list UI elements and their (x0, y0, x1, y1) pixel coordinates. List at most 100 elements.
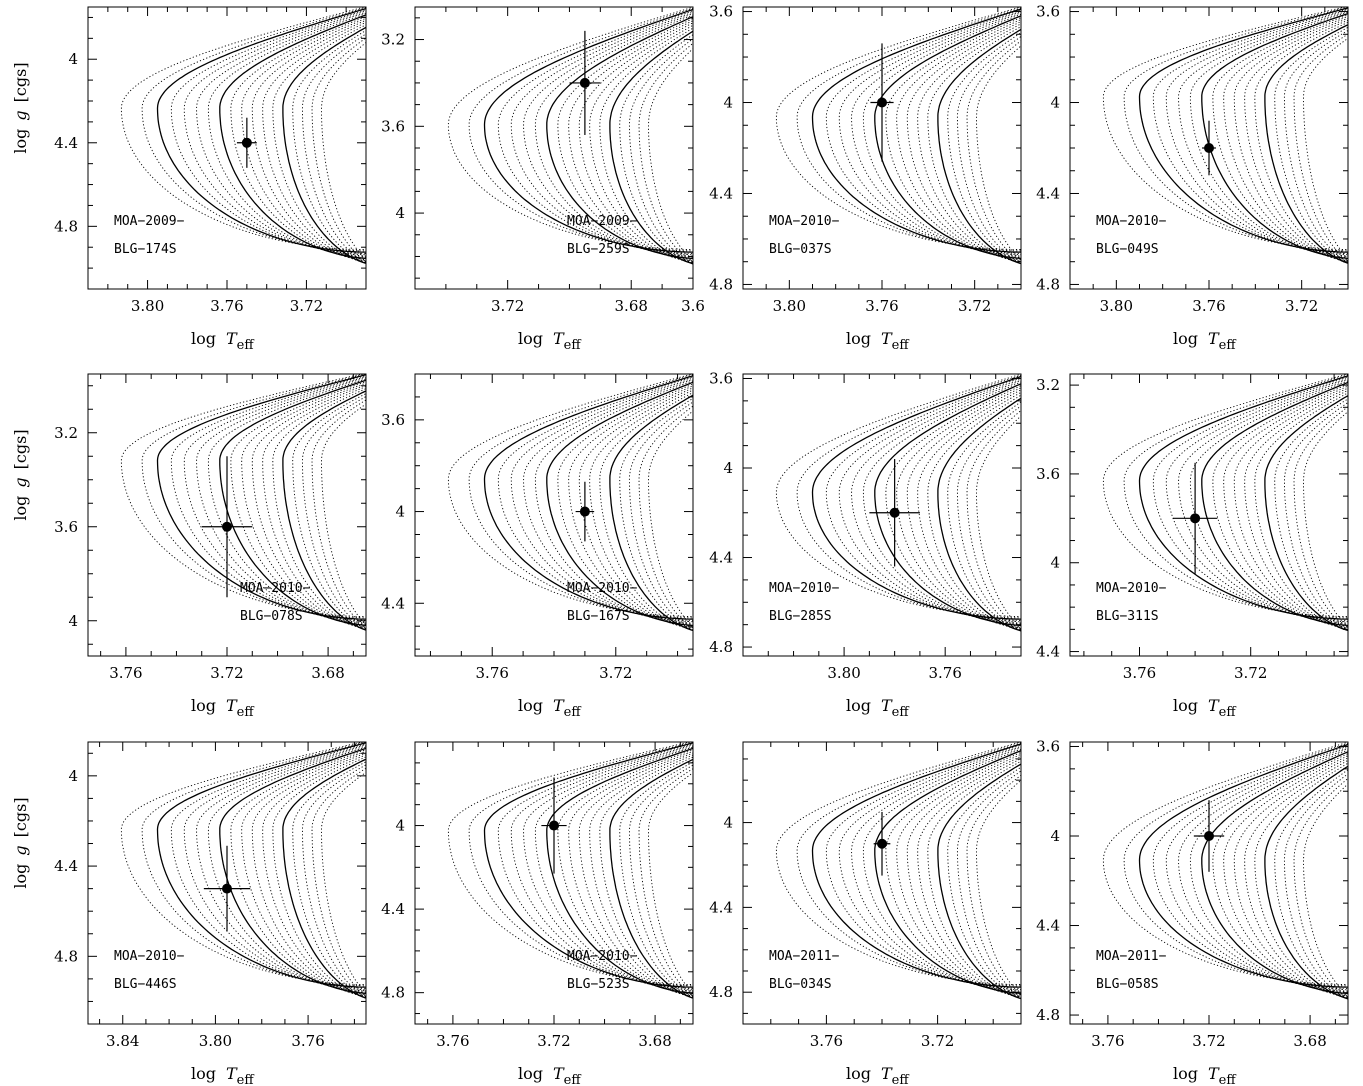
event-label-line2: BLG−167S (567, 609, 630, 624)
data-marker (889, 507, 900, 518)
data-marker (579, 506, 590, 517)
y-tick-label: 3.2 (381, 31, 405, 49)
x-tick-label: 3.84 (106, 1032, 139, 1050)
x-tick-label: 3.72 (1192, 1032, 1225, 1050)
isochrone-curves (447, 7, 693, 265)
data-point (236, 117, 257, 168)
y-tick-label: 4 (395, 503, 405, 521)
y-tick-label: 3.6 (381, 411, 405, 429)
event-label-line1: MOA−2010− (240, 581, 311, 596)
event-label-line1: MOA−2010− (769, 581, 840, 596)
data-marker (222, 883, 232, 894)
x-tick-label: 3.72 (958, 297, 991, 315)
x-axis-label: log Teff (518, 329, 582, 353)
x-tick-label: 3.76 (476, 664, 509, 682)
panel-2: 3.72 3.68 3.6 3.2 3.6 4 MOA−2009− BLG−259S log Te… (381, 6, 705, 353)
event-label-line1: MOA−2011− (769, 949, 840, 964)
isochrone-curves (1102, 7, 1348, 264)
x-tick-label: 3.72 (537, 1032, 570, 1050)
isochrone-curves (775, 7, 1021, 265)
x-tick-label: 3.72 (1285, 297, 1318, 315)
event-label-line1: MOA−2010− (114, 949, 185, 964)
data-point (1202, 120, 1216, 176)
y-tick-label: 4.4 (1036, 643, 1060, 661)
data-marker (877, 838, 887, 849)
y-tick-label: 4.8 (709, 638, 733, 656)
x-tick-label: 3.72 (599, 664, 632, 682)
y-tick-label: 3.2 (54, 424, 78, 442)
isochrone-curves (120, 374, 366, 631)
x-tick-label: 3.68 (1293, 1032, 1326, 1050)
x-tick-label: 3.76 (1123, 664, 1156, 682)
y-tick-label: 3.6 (1036, 465, 1060, 483)
y-axis-label: logg[cgs] (11, 429, 30, 520)
y-tick-label: 4.4 (54, 857, 78, 875)
plot-frame (742, 373, 1022, 657)
x-axis-label: log Teff (1173, 696, 1237, 720)
y-tick-label: 4.8 (381, 984, 405, 1002)
isochrone-curves (120, 742, 366, 999)
y-tick-label: 4 (1050, 94, 1060, 112)
event-label-line1: MOA−2010− (567, 581, 638, 596)
x-tick-label: 3.72 (921, 1032, 954, 1050)
event-label-line2: BLG−446S (114, 977, 177, 992)
data-marker (1190, 513, 1201, 524)
y-tick-label: 4 (1050, 554, 1060, 572)
panel-8: 3.76 3.72 3.2 3.6 4 4.4 MOA−2010− BLG−311S log Te… (1036, 373, 1349, 720)
isochrone-curves (1102, 742, 1348, 1000)
event-label-line2: BLG−174S (114, 242, 177, 257)
panel-4: 3.80 3.76 3.72 3.6 4 4.4 4.8 MOA−2010− BLG−049S l… (1036, 3, 1349, 353)
y-tick-label: 3.6 (1036, 3, 1060, 21)
event-label-line1: MOA−2010− (1096, 581, 1167, 596)
event-label-line1: MOA−2010− (769, 214, 840, 229)
event-label-line1: MOA−2010− (1096, 214, 1167, 229)
y-tick-label: 3.6 (709, 369, 733, 387)
y-tick-label: 4.4 (1036, 917, 1060, 935)
y-tick-label: 4.8 (54, 947, 78, 965)
x-axis-label: log Teff (846, 1064, 910, 1086)
data-marker (241, 137, 252, 148)
y-tick-label: 4.4 (709, 898, 733, 916)
y-axis-label: logg[cgs] (11, 62, 30, 153)
y-tick-label: 3.6 (1036, 737, 1060, 755)
y-tick-label: 4 (723, 94, 733, 112)
x-axis-label: log Teff (191, 696, 255, 720)
event-label-line2: BLG−259S (567, 242, 630, 257)
event-label-line1: MOA−2011− (1096, 949, 1167, 964)
panel-7: 3.80 3.76 3.6 4 4.4 4.8 MOA−2010− BLG−285S log Te… (709, 369, 1022, 720)
event-label-line2: BLG−311S (1096, 609, 1159, 624)
y-tick-label: 4.8 (54, 217, 78, 235)
event-label-line2: BLG−034S (769, 977, 832, 992)
plot-frame (414, 6, 694, 290)
y-tick-label: 4 (723, 814, 733, 832)
x-tick-label: 3.76 (928, 664, 961, 682)
data-point (1172, 462, 1218, 574)
data-point (870, 43, 894, 162)
event-label-line2: BLG−523S (567, 977, 630, 992)
isochrone-curves (1102, 374, 1348, 632)
x-tick-label: 3.76 (109, 664, 142, 682)
x-axis-label: log Teff (1173, 329, 1237, 353)
y-tick-label: 4.8 (1036, 275, 1060, 293)
y-tick-label: 3.6 (54, 518, 78, 536)
data-point (569, 30, 601, 135)
y-axis-label: logg[cgs] (11, 797, 30, 888)
isochrone-curves (447, 742, 693, 999)
x-axis-label: log Teff (846, 329, 910, 353)
x-tick-label: 3.76 (865, 297, 898, 315)
x-tick-label: 3.80 (199, 1032, 232, 1050)
panel-11: 3.76 3.72 4 4.4 4.8 MOA−2011− BLG−034S log Teff (709, 741, 1022, 1086)
data-marker (222, 521, 232, 532)
x-tick-label: 3.68 (638, 1032, 671, 1050)
event-label-line1: MOA−2009− (567, 214, 638, 229)
x-tick-label: 3.72 (210, 664, 243, 682)
y-tick-label: 3.2 (1036, 376, 1060, 394)
event-label-line2: BLG−058S (1096, 977, 1159, 992)
y-tick-label: 4 (1050, 827, 1060, 845)
panel-10: 3.76 3.72 3.68 4 4.4 4.8 MOA−2010− BLG−523S log T… (381, 741, 694, 1086)
x-tick-label: 3.72 (491, 297, 524, 315)
y-tick-label: 4.4 (381, 900, 405, 918)
panel-1: 3.80 3.76 3.72 4 4.4 4.8 MOA−2009− BLG−174S log T… (11, 6, 367, 353)
data-point (203, 845, 251, 932)
x-axis-label: log Teff (518, 1064, 582, 1086)
